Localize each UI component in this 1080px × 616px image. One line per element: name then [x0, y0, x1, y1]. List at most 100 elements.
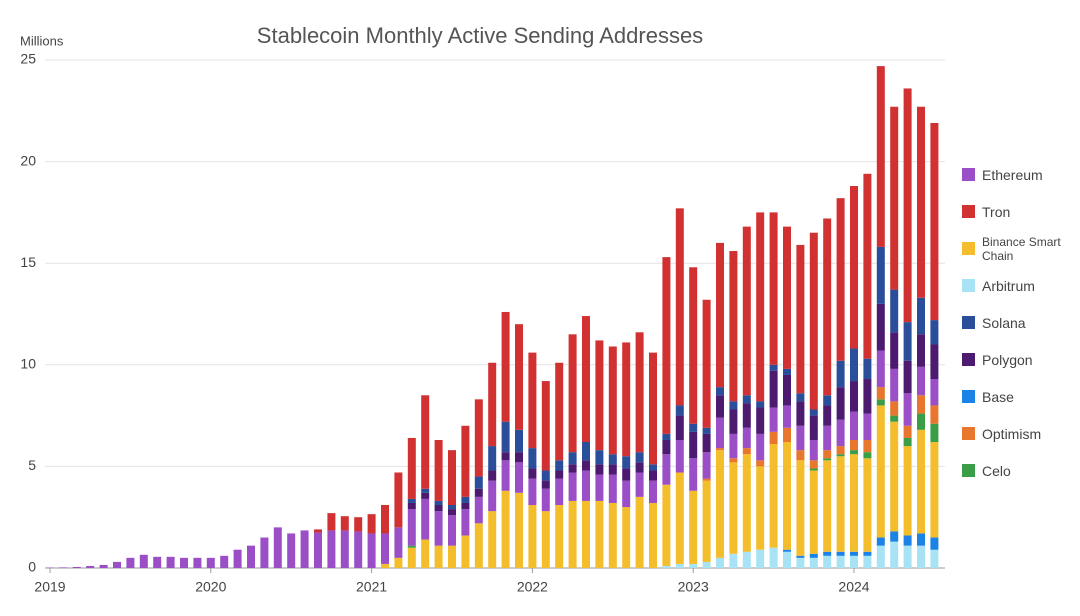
bar-segment	[716, 417, 724, 449]
bar-segment	[903, 360, 912, 394]
bar-segment	[716, 450, 724, 558]
bar-segment	[635, 452, 644, 463]
bar-segment	[917, 334, 925, 367]
bar-segment	[461, 509, 470, 536]
bar-segment	[675, 563, 684, 568]
bar-segment	[635, 472, 644, 497]
bar-segment	[635, 462, 644, 473]
bar-segment	[836, 454, 845, 457]
bar-segment	[675, 439, 684, 473]
bar-segment	[836, 456, 845, 552]
legend-swatch	[962, 242, 975, 255]
bar-segment	[702, 480, 711, 562]
bar-segment	[702, 452, 711, 479]
bar-segment	[381, 533, 389, 564]
bar-segment	[327, 530, 336, 568]
y-tick-label: 5	[28, 457, 36, 473]
bar-segment	[836, 419, 845, 447]
bar-segment	[769, 370, 778, 408]
bar-segment	[260, 537, 269, 568]
bar-segment	[474, 523, 483, 568]
bar-segment	[72, 566, 81, 568]
bar-segment	[876, 66, 885, 247]
bar-segment	[930, 379, 939, 406]
bar-segment	[595, 474, 604, 501]
bar-segment	[930, 405, 939, 424]
bar-segment	[796, 555, 805, 558]
bar-segment	[488, 446, 497, 471]
bar-segment	[783, 405, 791, 428]
legend-item: Arbitrum	[962, 267, 1074, 304]
bar-segment	[863, 379, 872, 414]
legend-label: Solana	[982, 314, 1026, 331]
bar-segment	[541, 511, 550, 568]
bar-segment	[836, 387, 845, 420]
bar-segment	[796, 557, 805, 568]
bar-segment	[595, 340, 604, 451]
bar-segment	[340, 530, 349, 568]
bar-segment	[742, 403, 751, 428]
bar-segment	[850, 450, 858, 455]
bar-segment	[729, 462, 738, 554]
bar-segment	[876, 537, 885, 546]
bar-segment	[876, 545, 885, 568]
bar-segment	[434, 439, 443, 501]
bar-segment	[756, 549, 765, 568]
bar-segment	[622, 468, 631, 481]
bar-segment	[327, 513, 336, 531]
bar-segment	[876, 246, 885, 304]
legend-swatch	[962, 279, 975, 292]
legend-label: Ethereum	[982, 166, 1043, 183]
bar-segment	[649, 502, 657, 568]
bar-segment	[783, 549, 791, 552]
bar-segment	[876, 399, 885, 406]
legend-label: Optimism	[982, 425, 1042, 442]
bar-segment	[448, 515, 456, 546]
bar-segment	[555, 460, 564, 471]
bar-segment	[649, 480, 657, 503]
bar-segment	[448, 450, 456, 506]
legend-item: Celo	[962, 452, 1074, 489]
bar-segment	[809, 439, 818, 461]
legend-item: Optimism	[962, 415, 1074, 452]
bar-segment	[783, 427, 791, 443]
bar-segment	[582, 316, 590, 443]
bar-segment	[769, 212, 778, 365]
bar-segment	[622, 507, 631, 568]
bar-segment	[769, 444, 778, 548]
legend-item: Polygon	[962, 341, 1074, 378]
bar-segment	[461, 535, 470, 568]
bar-segment	[823, 395, 832, 406]
bar-segment	[474, 496, 483, 524]
bar-segment	[863, 458, 872, 552]
bar-segment	[501, 421, 510, 453]
bar-segment	[568, 464, 577, 473]
bar-segment	[407, 545, 416, 548]
bar-segment	[166, 556, 175, 568]
bar-segment	[340, 516, 349, 531]
bar-segment	[876, 350, 885, 388]
bar-segment	[180, 557, 188, 568]
bar-segment	[823, 460, 832, 552]
bar-segment	[367, 514, 376, 534]
bar-segment	[541, 480, 550, 489]
bar-segment	[756, 401, 765, 408]
bar-segment	[729, 433, 738, 459]
bar-segment	[742, 448, 751, 455]
bar-segment	[314, 529, 322, 533]
bar-segment	[608, 464, 617, 475]
bar-segment	[876, 303, 885, 351]
legend-label: Base	[982, 388, 1014, 405]
bar-segment	[515, 462, 523, 493]
bar-segment	[836, 555, 845, 568]
bar-segment	[675, 405, 684, 416]
bar-segment	[917, 545, 925, 568]
bar-segment	[434, 511, 443, 546]
bar-segment	[421, 395, 430, 489]
bar-segment	[434, 500, 443, 506]
bar-segment	[850, 439, 858, 451]
x-tick-label: 2024	[838, 579, 869, 595]
bar-segment	[729, 458, 738, 463]
bar-segment	[582, 500, 590, 568]
bar-segment	[568, 500, 577, 568]
